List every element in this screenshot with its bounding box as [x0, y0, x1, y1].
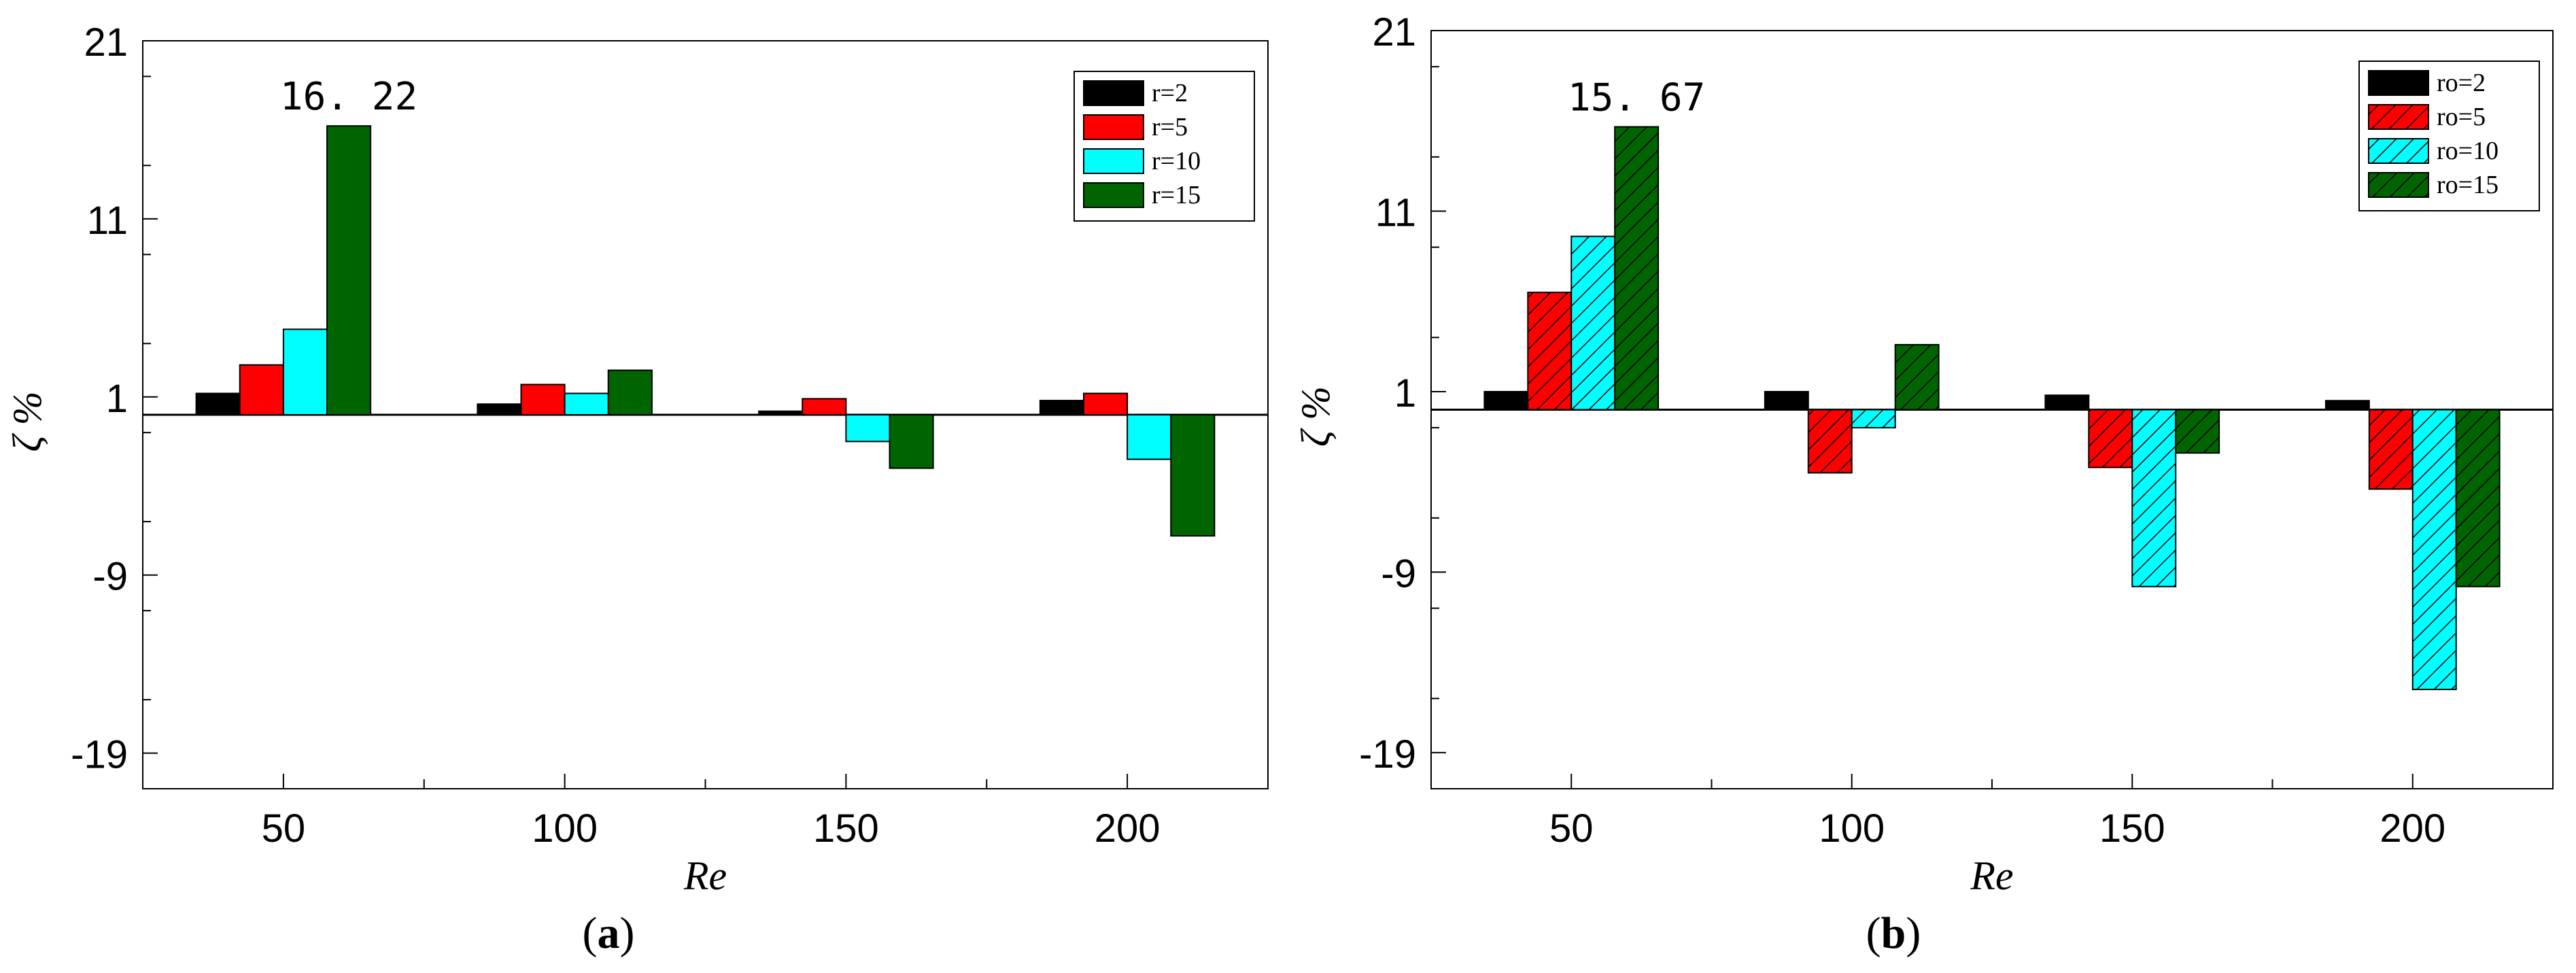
panel-caption-letter-a: a: [597, 908, 620, 958]
bar-ro-5-50: [1527, 291, 1573, 411]
x-tick-label: 100: [1819, 806, 1885, 851]
bar-r-2-50: [195, 392, 241, 415]
bar-ro-10-100: [1851, 409, 1896, 429]
y-tick-label: -9: [92, 555, 128, 599]
bar-ro-2-200: [2324, 400, 2370, 411]
bar-r-15-50: [326, 125, 372, 415]
y-tick-label: 1: [106, 377, 128, 421]
x-tick-label: 50: [1549, 806, 1594, 851]
y-tick-label: 21: [84, 20, 128, 65]
y-tick-label: -19: [71, 733, 128, 777]
x-tick-label: 50: [262, 806, 306, 851]
x-tick-label: 100: [532, 806, 598, 851]
legend-swatch: [1083, 114, 1144, 140]
legend: r=2 r=5 r=10 r=15: [1074, 71, 1255, 222]
y-tick-label: -9: [1381, 551, 1416, 596]
data-label: 16. 22: [280, 75, 417, 119]
bar-r-2-150: [758, 410, 804, 415]
bar-r-15-200: [1170, 414, 1216, 537]
y-tick-label: 11: [1375, 190, 1416, 235]
bar-ro-10-50: [1570, 235, 1616, 411]
chart-panel-a: 21 11 1 -9 -19 50 100 150 200 16. 22 Re ζ % r=2 r=5 r=…: [5, 20, 1269, 958]
y-tick-label: 21: [1372, 10, 1416, 54]
bar-ro-15-200: [2455, 409, 2501, 587]
legend-swatch: [2368, 138, 2429, 164]
x-tick-label: 150: [813, 806, 879, 851]
bar-r-10-50: [282, 328, 328, 415]
legend-label: ro=15: [2437, 171, 2498, 199]
bar-ro-2-150: [2044, 394, 2090, 411]
x-axis-label: Re: [1970, 853, 2013, 898]
legend-swatch: [2368, 104, 2429, 130]
bar-ro-15-50: [1614, 126, 1660, 411]
y-axis-label: ζ %: [1293, 386, 1338, 447]
y-axis-label: ζ %: [5, 391, 50, 451]
bar-ro-10-150: [2131, 409, 2177, 587]
legend-label: ro=2: [2437, 69, 2486, 97]
legend-label: r=10: [1152, 147, 1201, 175]
legend-label: ro=10: [2437, 137, 2498, 165]
bar-r-10-100: [564, 392, 609, 415]
x-axis-label: Re: [683, 853, 727, 898]
bar-ro-5-100: [1807, 409, 1853, 474]
bar-r-10-150: [845, 414, 891, 443]
bar-r-2-200: [1039, 400, 1084, 415]
bar-r-5-150: [802, 398, 847, 416]
bar-r-5-100: [520, 383, 566, 416]
x-tick-label: 200: [2380, 806, 2445, 851]
bar-ro-10-200: [2411, 409, 2457, 690]
bar-ro-5-200: [2368, 409, 2414, 490]
bar-r-5-200: [1082, 392, 1129, 415]
legend-label: r=15: [1152, 181, 1201, 209]
data-label: 15. 67: [1568, 75, 1705, 120]
bar-ro-15-100: [1894, 343, 1940, 411]
legend-swatch: [2368, 70, 2429, 96]
legend-label: r=2: [1152, 79, 1188, 107]
bar-r-15-150: [889, 414, 934, 469]
legend-swatch: [1083, 80, 1144, 106]
y-tick-label: 1: [1394, 371, 1416, 415]
panel-caption-letter-b: b: [1881, 908, 1906, 958]
legend: ro=2 ro=5 ro=10 ro=15: [2358, 61, 2540, 211]
bar-ro-2-50: [1483, 390, 1529, 411]
bar-r-10-200: [1127, 414, 1172, 460]
bar-r-2-100: [477, 403, 522, 415]
y-tick-label: 11: [87, 199, 128, 243]
bar-r-15-100: [607, 369, 653, 415]
legend-label: ro=5: [2437, 103, 2486, 131]
panel-caption-a: (a): [582, 908, 635, 958]
legend-label: r=5: [1152, 113, 1188, 141]
legend-swatch: [2368, 172, 2429, 198]
legend-swatch: [1083, 148, 1144, 174]
bar-ro-2-100: [1764, 390, 1809, 411]
panel-caption-b: (b): [1866, 908, 1921, 958]
bar-ro-5-150: [2088, 409, 2133, 468]
bar-ro-15-150: [2175, 409, 2220, 454]
x-tick-label: 200: [1095, 806, 1161, 851]
y-tick-label: -19: [1359, 732, 1416, 776]
legend-swatch: [1083, 182, 1144, 208]
bar-r-5-50: [239, 364, 284, 416]
chart-panel-b: 21 11 1 -9 -19 50 100 150 200 15. 67 Re ζ % ro=2 ro=5…: [1288, 0, 2576, 973]
x-tick-label: 150: [2099, 806, 2165, 851]
